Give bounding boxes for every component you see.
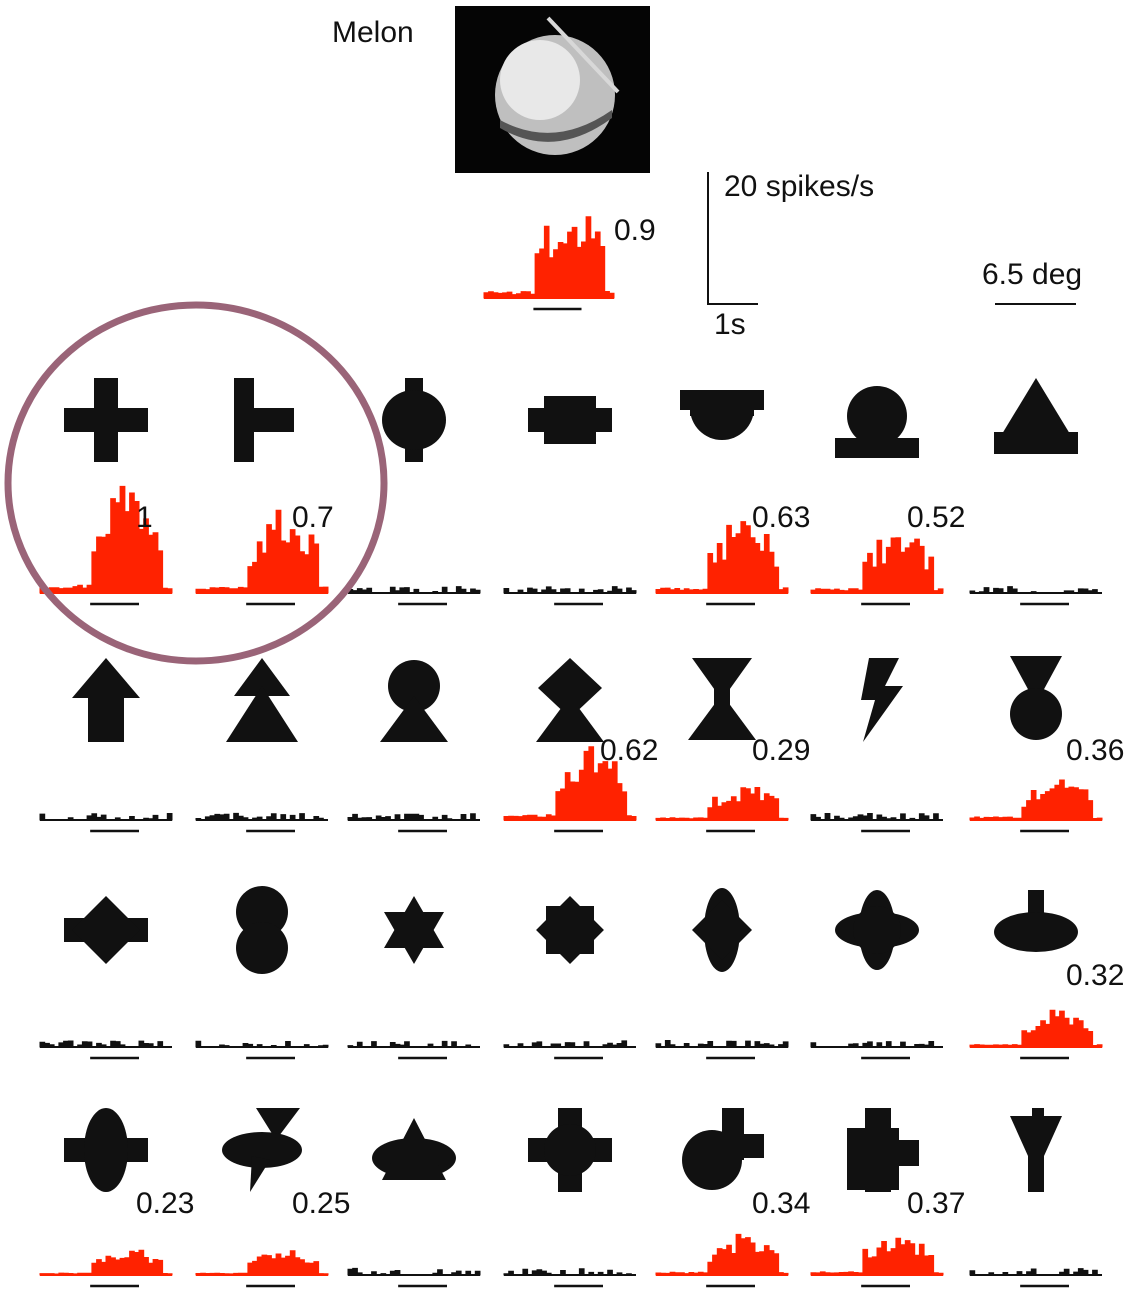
histogram-r0-c3 — [503, 586, 637, 606]
half-disc-under-bar-icon — [680, 390, 764, 440]
response-value: 0.29 — [752, 734, 811, 767]
histogram-r0-c0 — [39, 485, 173, 606]
response-value: 0.52 — [907, 501, 966, 534]
double-triangle-icon — [226, 658, 298, 742]
ellipse-triangle-beak-icon — [222, 1108, 302, 1192]
histogram-r1-c1 — [195, 812, 328, 833]
t-sideways-icon — [234, 378, 294, 462]
histogram-r3-c1 — [195, 1250, 329, 1288]
oval-horizontal-bar-icon — [64, 1108, 148, 1192]
circle-vertical-bar-icon — [382, 378, 446, 462]
diamond-horizontal-bar-icon — [64, 896, 148, 964]
histogram-r2-c0 — [39, 1040, 172, 1060]
stacked-circles-icon — [236, 886, 288, 974]
circle-with-corner-bar-icon — [682, 1108, 764, 1190]
vertical-oval-diamond-icon — [692, 888, 752, 972]
y-funnel-icon — [1010, 1108, 1062, 1192]
cross-icon — [64, 378, 148, 462]
circle-on-triangle-icon — [380, 660, 448, 742]
histogram-r2-c4 — [655, 1040, 789, 1060]
lightning-icon — [861, 658, 903, 742]
response-value: 0.34 — [752, 1187, 811, 1220]
response-value: 0.32 — [1066, 959, 1125, 992]
triangle-on-ellipse-icon — [372, 1118, 456, 1180]
size-scale-label: 6.5 deg — [982, 258, 1083, 291]
histogram-r0-c1 — [195, 509, 329, 606]
histogram-r2-c1 — [195, 1040, 329, 1060]
histogram-r1-c5 — [810, 813, 943, 833]
histogram-r2-c5 — [810, 1041, 943, 1060]
square-cross-icon — [847, 1108, 919, 1192]
histogram-r1-c2 — [347, 813, 480, 833]
star-eight-icon — [536, 896, 604, 964]
circle-cross-icon — [528, 1108, 612, 1192]
bar-horizontal-rect-icon — [528, 396, 612, 444]
rate-scale-label: 20 spikes/s — [724, 170, 875, 203]
histogram-r2-c2 — [347, 1040, 480, 1060]
melon-photo-icon — [455, 6, 650, 173]
reference-label: Melon — [332, 16, 414, 49]
hourglass-icon — [688, 658, 756, 740]
response-value: 0.36 — [1066, 734, 1125, 767]
histogram-r3-c3 — [503, 1268, 636, 1288]
histogram-r1-c6 — [969, 779, 1103, 833]
histogram-r3-c2 — [347, 1267, 481, 1288]
diamond-on-triangle-icon — [536, 658, 604, 742]
histogram-r1-c3 — [503, 746, 637, 833]
arrow-up-icon — [72, 658, 140, 742]
histogram-r0-c2 — [347, 586, 481, 606]
response-value: 0.23 — [136, 1187, 195, 1220]
response-value: 0.37 — [907, 1187, 966, 1220]
histogram-r1-c0 — [39, 813, 173, 833]
histogram-r2-c6 — [969, 1009, 1103, 1060]
histogram-r3-c5 — [810, 1237, 944, 1288]
response-value: 0.25 — [292, 1187, 351, 1220]
ellipse-with-stem-icon — [994, 890, 1078, 952]
histogram-r3-c4 — [655, 1233, 789, 1288]
histogram-r0-c4 — [655, 521, 789, 606]
circle-on-bar-icon — [835, 386, 919, 458]
response-value: 0.63 — [752, 501, 811, 534]
highlight-circle — [4, 301, 388, 665]
star-six-icon — [384, 896, 444, 964]
response-value: 0.62 — [600, 734, 659, 767]
histogram-r2-c3 — [503, 1040, 636, 1060]
reference-value: 0.9 — [614, 214, 656, 247]
response-value: 1 — [136, 501, 153, 534]
response-value: 0.7 — [292, 501, 334, 534]
histogram-r1-c4 — [655, 787, 789, 833]
triangle-on-bar-icon — [994, 378, 1078, 454]
histogram-r3-c0 — [39, 1249, 173, 1288]
four-lobe-icon — [835, 890, 919, 970]
circle-under-triangle-icon — [1010, 656, 1062, 740]
histogram-r3-c6 — [969, 1268, 1102, 1288]
histogram-r0-c6 — [969, 586, 1102, 606]
reference-histogram — [483, 216, 615, 311]
time-scale-label: 1s — [714, 308, 746, 341]
histogram-r0-c5 — [810, 537, 944, 606]
scale-bars — [707, 172, 1076, 305]
